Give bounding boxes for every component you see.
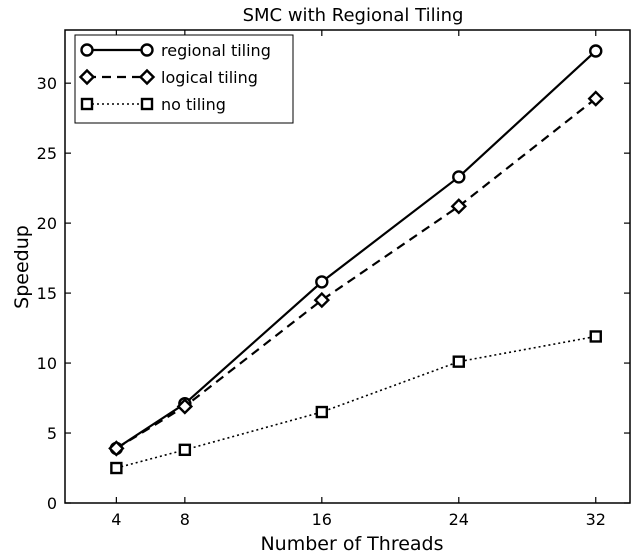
data-point-diamond [176,398,194,415]
y-tick-label: 15 [37,284,57,303]
legend-label: no tiling [161,95,226,114]
data-point-circle [315,275,329,289]
data-point-diamond [108,440,125,457]
x-tick-label: 24 [449,510,469,529]
y-tick-label: 0 [47,494,57,513]
legend-label: regional tiling [161,41,271,60]
y-tick-label: 25 [37,144,57,163]
series-line-2 [116,335,596,469]
data-point-square [315,405,329,419]
axis-ticks: 4 8 16 24 32 0 5 10 15 20 25 30 [37,30,630,529]
y-tick-label: 30 [37,74,57,93]
y-tick-label: 5 [47,424,57,443]
data-point-square [452,355,465,368]
legend-marker [80,97,94,111]
data-point-diamond [313,291,331,309]
y-axis-title: Speedup [11,225,33,309]
data-point-diamond [450,198,467,215]
data-point-diamond [587,90,604,107]
x-tick-label: 8 [180,510,190,529]
data-point-circle [452,170,466,184]
series-markers [108,44,604,475]
legend-marker [140,43,154,57]
y-tick-label: 10 [37,354,57,373]
legend-label: logical tiling [161,68,258,87]
legend-marker [78,68,96,86]
legend-marker [80,43,94,57]
series-line-1 [115,97,597,450]
x-tick-label: 4 [111,510,121,529]
legend-marker [140,97,154,111]
legend: regional tiling logical tiling no tiling [74,34,294,124]
data-point-square [110,461,123,475]
data-point-circle [589,44,603,58]
x-axis-title: Number of Threads [260,533,443,554]
x-tick-label: 32 [586,510,606,529]
data-point-square [178,443,192,457]
chart-title: SMC with Regional Tiling [243,5,464,26]
legend-marker [138,68,156,86]
x-tick-label: 16 [312,510,332,529]
y-tick-label: 20 [37,214,57,233]
plot-area-frame [64,29,631,504]
data-point-square [589,330,602,343]
